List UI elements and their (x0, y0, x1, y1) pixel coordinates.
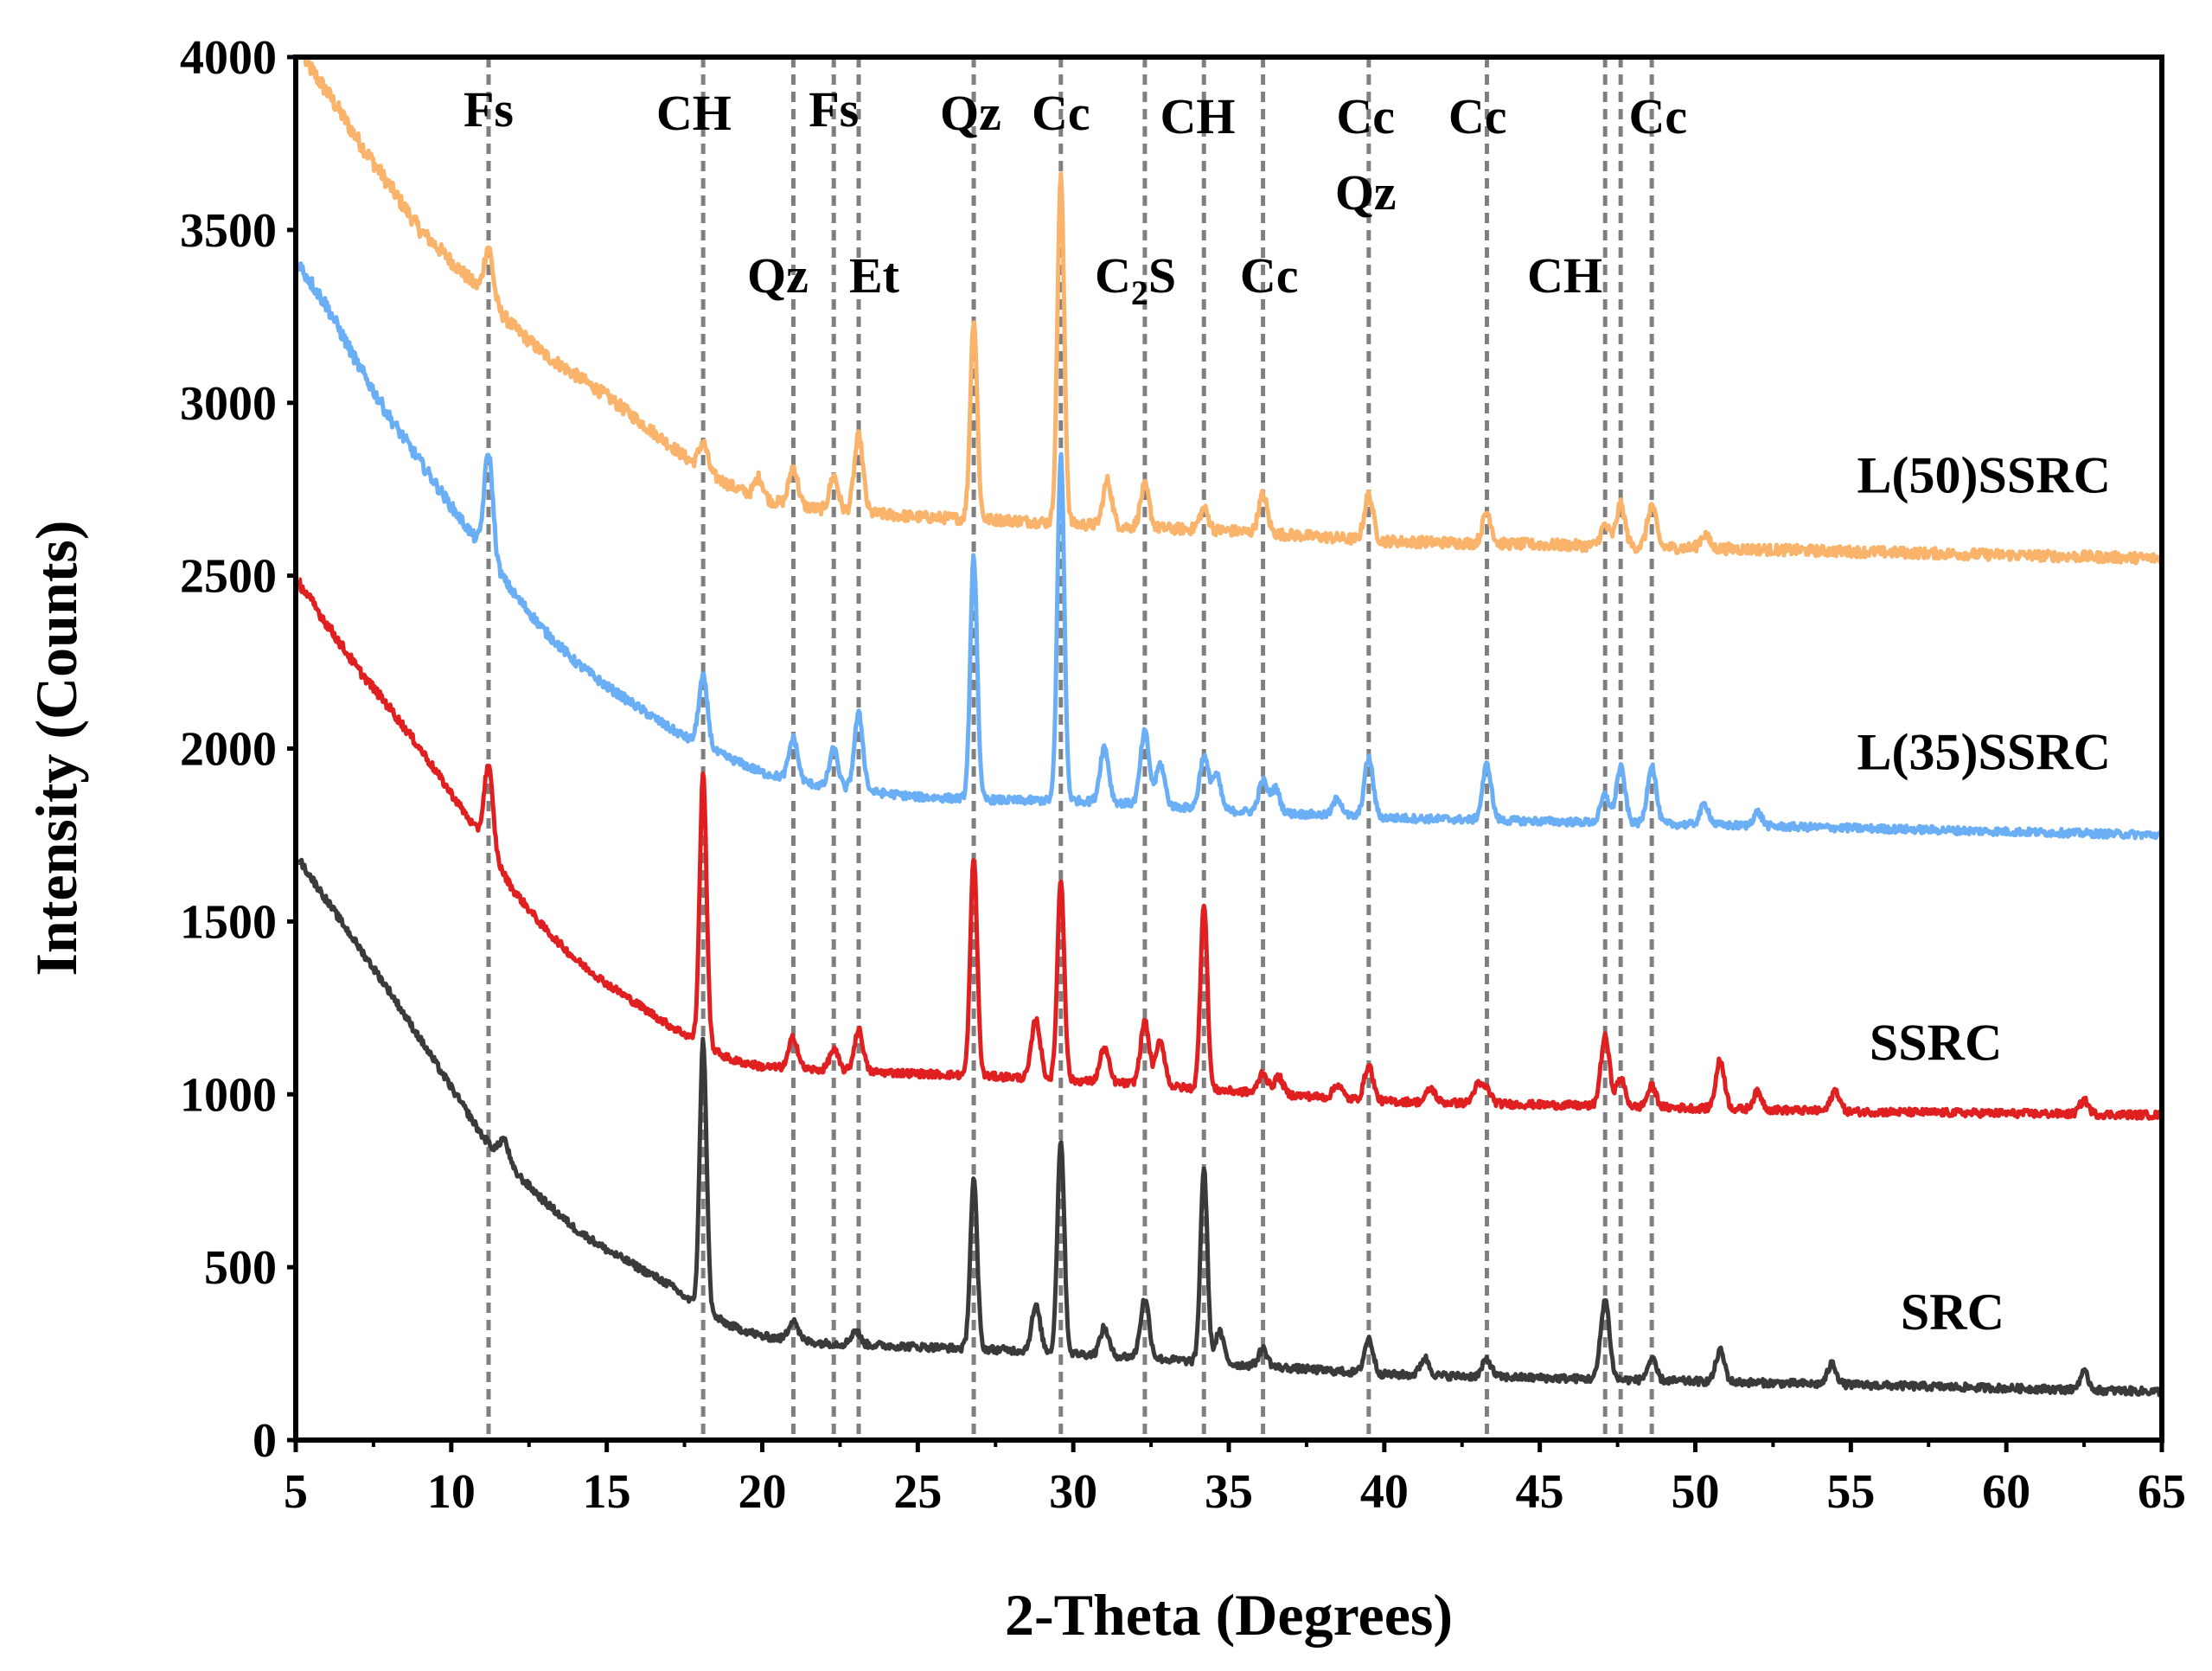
phase-annotations: Fs CH Fs Qz Et Qz Cc CH Cc Cc Qz Cc CH Cc C2S (463, 81, 1687, 312)
phase-label: Cc (1032, 85, 1090, 141)
x-tick-label: 15 (583, 1465, 631, 1519)
series-group (297, 54, 2164, 1398)
phase-label: Cc (1629, 88, 1688, 144)
x-tick-label: 5 (284, 1465, 308, 1519)
series-label: SRC (1901, 1284, 2004, 1341)
x-tick-label: 50 (1672, 1465, 1720, 1519)
phase-label: Qz (1335, 164, 1397, 221)
axes: 5 10 15 20 25 30 35 40 45 50 55 60 65 0 500 1000 1500 200… (180, 31, 2186, 1519)
phase-label: CH (1160, 88, 1236, 144)
x-tick-label: 10 (427, 1465, 476, 1519)
phase-label: Cc (1448, 88, 1507, 144)
x-tick-label: 25 (893, 1465, 942, 1519)
phase-label: Qz (747, 247, 809, 304)
series-line-2 (297, 577, 2164, 1121)
phase-label: CH (656, 85, 732, 141)
c2s-tail: S (1148, 247, 1176, 304)
series-label: SSRC (1870, 1014, 2002, 1071)
x-tick-label: 60 (1982, 1465, 2030, 1519)
y-tick-label: 4000 (180, 31, 277, 85)
phase-label: Et (849, 247, 900, 304)
phase-label: CH (1527, 247, 1602, 304)
phase-label: Cc (1240, 247, 1299, 304)
series-label: L(35)SSRC (1857, 723, 2111, 780)
x-tick-label: 65 (2138, 1465, 2186, 1519)
y-tick-label: 3000 (180, 377, 277, 431)
x-axis-title: 2-Theta (Degrees) (1005, 1582, 1453, 1648)
phase-label: Cc (1336, 88, 1395, 144)
series-line-1 (297, 261, 2164, 841)
x-tick-label: 20 (738, 1465, 787, 1519)
y-tick-label: 2000 (180, 723, 277, 777)
c2s-main: C (1095, 247, 1131, 304)
y-tick-label: 1500 (180, 895, 277, 949)
x-tick-label: 55 (1826, 1465, 1875, 1519)
x-tick-label: 40 (1360, 1465, 1409, 1519)
series-line-3 (297, 857, 2164, 1398)
c2s-subscript: 2 (1131, 273, 1148, 312)
phase-label: Fs (809, 81, 859, 138)
y-tick-label: 2500 (180, 550, 277, 604)
y-tick-label: 0 (253, 1414, 277, 1468)
x-tick-label: 30 (1049, 1465, 1097, 1519)
phase-label: Fs (463, 81, 514, 138)
series-line-0 (303, 54, 2164, 566)
y-axis-title: Intensity (Counts) (23, 520, 89, 976)
phase-label-c2s: C2S (1095, 247, 1176, 312)
x-tick-label: 35 (1205, 1465, 1253, 1519)
series-labels: L(50)SSRC L(35)SSRC SSRC SRC (1857, 447, 2111, 1341)
x-tick-label: 45 (1516, 1465, 1564, 1519)
y-tick-label: 3500 (180, 204, 277, 258)
reference-lines (486, 57, 1654, 1440)
series-label: L(50)SSRC (1857, 447, 2111, 504)
y-tick-label: 500 (204, 1241, 277, 1295)
y-tick-label: 1000 (180, 1068, 277, 1122)
phase-label: Qz (940, 85, 1001, 141)
